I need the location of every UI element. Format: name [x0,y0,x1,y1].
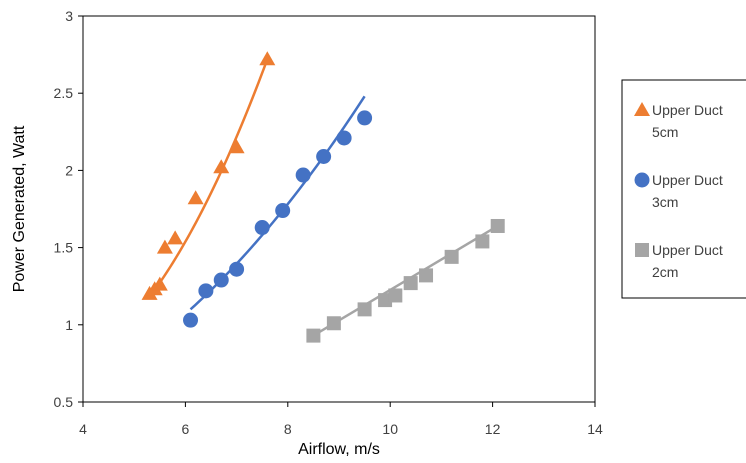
data-point-series-1 [187,190,204,205]
y-tick-label: 2 [65,162,73,178]
legend-marker-series-3 [635,243,649,257]
x-tick-label: 14 [587,421,603,437]
y-tick-label: 1.5 [54,240,74,256]
data-point-series-1 [156,239,173,254]
data-point-series-1 [259,51,276,66]
x-tick-label: 12 [485,421,501,437]
data-point-series-3 [444,249,459,264]
legend-label: Upper Duct 2cm [652,242,723,280]
y-tick-label: 3 [65,8,73,24]
plot-area [82,15,596,403]
data-point-series-3 [419,268,434,283]
data-point-series-1 [213,159,230,174]
data-point-series-3 [388,288,403,303]
y-axis-ticks: 0.5 1 1.5 2 2.5 3 [54,8,83,410]
legend-items: Upper Duct 5cm Upper Duct 3cm Upper Duct 2cm [634,102,723,280]
x-axis-title: Airflow, m/s [298,441,380,458]
legend-marker-series-1 [634,102,650,116]
data-point-series-1 [228,139,245,154]
data-point-series-2 [213,272,229,288]
data-point-series-2 [357,110,373,126]
data-point-series-2 [254,220,270,236]
data-point-series-2 [295,167,311,183]
data-point-series-2 [336,130,352,146]
data-point-series-3 [357,302,372,317]
data-point-series-2 [275,203,291,219]
data-point-series-2 [198,283,214,299]
legend-marker-series-2 [634,172,650,188]
data-point-series-2 [183,312,199,328]
y-tick-label: 2.5 [54,85,74,101]
data-point-series-1 [167,230,184,245]
legend: Upper Duct 5cm Upper Duct 3cm Upper Duct 2cm [621,79,746,299]
y-tick-label: 1 [65,317,73,333]
x-tick-label: 6 [182,421,190,437]
data-markers [141,51,505,343]
trendline-series-1 [148,58,269,298]
data-point-series-1 [151,276,168,291]
data-point-series-2 [316,149,332,165]
data-point-series-3 [475,234,490,249]
data-point-series-3 [306,328,321,343]
y-axis-title: Power Generated, Watt [11,125,28,292]
data-point-series-2 [229,261,245,277]
data-point-series-3 [326,316,341,331]
x-axis-ticks: 4 6 8 10 12 14 [79,402,603,437]
legend-label: Upper Duct 5cm [652,102,723,140]
x-tick-label: 10 [382,421,398,437]
y-tick-label: 0.5 [54,394,74,410]
data-point-series-3 [490,218,505,233]
data-point-series-3 [403,276,418,291]
legend-label: Upper Duct 3cm [652,172,723,210]
legend-box [621,79,746,299]
x-tick-label: 8 [284,421,292,437]
x-tick-label: 4 [79,421,87,437]
